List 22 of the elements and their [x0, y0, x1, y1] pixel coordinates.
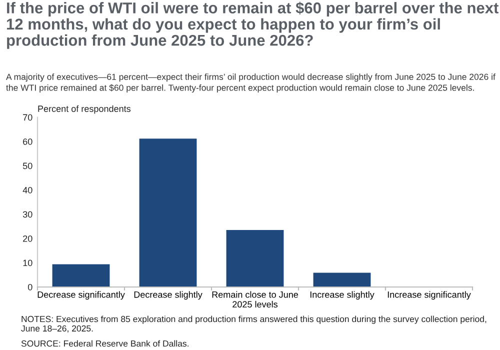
bar	[226, 230, 284, 287]
y-tick-label: 60	[23, 138, 32, 145]
x-tick-label: Increase slightly	[310, 291, 374, 300]
bar	[52, 264, 110, 287]
text: NOTES: Executives from 85 exploration and production firms answered this question during the survey collection period, June 18–26, 2025.	[21, 316, 486, 333]
source-note: SOURCE: Federal Reserve Bank of Dallas.	[21, 340, 188, 347]
y-tick-label: 70	[23, 114, 32, 121]
x-tick-label: Remain close to June 2025 levels	[212, 291, 298, 308]
x-tick-label: Decrease slightly	[134, 291, 202, 300]
chart-subtitle: A majority of executives—61 percent—expect their firms’ oil production would decrease slightly from June 2025 to June 2026 if the WTI price remained at $60 per barrel. Twenty-four percent expect production would remain close to June 2025 levels.	[6, 74, 496, 93]
bar	[139, 138, 197, 287]
chart-title: If the price of WTI oil were to remain at $60 per barrel over the next 12 months, what do you expect to happen to your firm’s oil production from June 2025 to June 2026?	[6, 2, 499, 49]
y-tick-label: 30	[22, 211, 32, 218]
y-tick-label: 10	[23, 260, 32, 266]
x-tick-label: Decrease significantly	[38, 291, 125, 300]
bar	[313, 272, 371, 287]
y-tick-label: 40	[22, 186, 32, 194]
y-axis-title: Percent of respondents	[38, 105, 131, 114]
x-tick-label: Increase significantly	[388, 291, 471, 300]
y-tick-label: 50	[22, 162, 32, 170]
y-tick-label: 20	[23, 235, 32, 242]
y-tick-label: 0	[28, 284, 32, 290]
